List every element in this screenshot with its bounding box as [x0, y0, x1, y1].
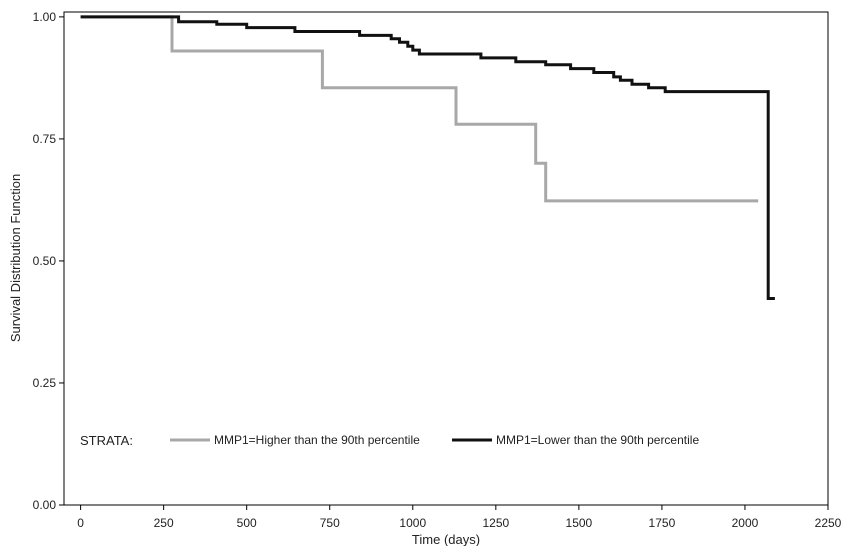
x-tick-label-9: 2250	[815, 516, 842, 530]
y-tick-label-0: 0.00	[33, 498, 57, 512]
x-tick-label-4: 1000	[399, 516, 426, 530]
series-line-lower	[80, 15, 775, 300]
series-line-higher	[80, 15, 759, 203]
x-tick-label-2: 500	[237, 516, 257, 530]
x-axis-label: Time (days)	[412, 532, 480, 546]
x-tick-label-7: 1750	[649, 516, 676, 530]
legend: STRATA: MMP1=Higher than the 90th percen…	[80, 433, 699, 448]
plot-frame	[63, 11, 829, 506]
legend-label-lower: MMP1=Lower than the 90th percentile	[496, 433, 699, 447]
y-tick-label-3: 0.75	[33, 132, 57, 146]
y-tick-label-1: 0.25	[33, 376, 57, 390]
y-tick-label-2: 0.50	[33, 254, 57, 268]
x-tick-label-3: 750	[320, 516, 340, 530]
x-tick-label-1: 250	[154, 516, 174, 530]
x-tick-label-0: 0	[77, 516, 84, 530]
y-axis-label: Survival Distribution Function	[8, 174, 23, 342]
series-layer	[80, 15, 775, 300]
x-tick-label-5: 1250	[482, 516, 509, 530]
y-tick-label-4: 1.00	[33, 10, 57, 24]
x-tick-label-8: 2000	[732, 516, 759, 530]
x-tick-label-6: 1500	[566, 516, 593, 530]
legend-title: STRATA:	[80, 433, 133, 448]
x-axis: 0 250 500 750 1000 1250 1500 1750 2000 2250	[77, 505, 842, 530]
legend-label-higher: MMP1=Higher than the 90th percentile	[214, 433, 420, 447]
y-axis: 0.00 0.25 0.50 0.75 1.00	[33, 10, 64, 512]
